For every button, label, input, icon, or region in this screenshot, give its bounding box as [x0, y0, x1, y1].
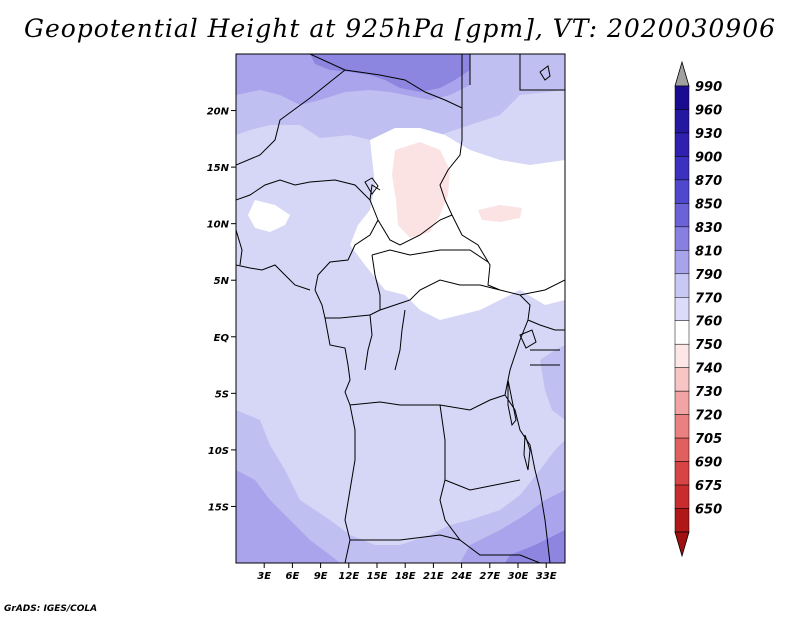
- footer-credit: GrADS: IGES/COLA: [4, 604, 98, 614]
- colorbar-label: 690: [695, 456, 722, 471]
- lake-red-sea: [539, 65, 551, 81]
- colorbar-label: 760: [695, 315, 722, 330]
- lon-tick-label: 15E: [367, 571, 388, 582]
- lat-tick-label: 5S: [215, 389, 229, 400]
- lat-tick-label: 20N: [207, 107, 230, 118]
- colorbar-swatch: [674, 250, 690, 275]
- colorbar-label: 675: [695, 479, 722, 494]
- colorbar-label: 900: [695, 150, 722, 165]
- colorbar-swatch: [674, 297, 690, 321]
- colorbar-over-triangle: [674, 60, 690, 87]
- colorbar: 990 960 930 900 870 850 830 810 790 770 760 750 740 7…: [674, 60, 722, 558]
- lon-tick-label: 27E: [479, 571, 500, 582]
- lon-tick-label: 9E: [314, 571, 328, 582]
- lat-tick-label: EQ: [214, 333, 230, 344]
- lat-tick-label: 15N: [207, 163, 230, 174]
- colorbar-label: 720: [695, 409, 722, 424]
- colorbar-label: 770: [695, 291, 722, 306]
- lake-malawi: [523, 434, 531, 471]
- colorbar-label: 730: [695, 385, 722, 400]
- borders: [236, 54, 565, 563]
- lon-tick-label: 12E: [338, 571, 359, 582]
- lat-tick-label: 10N: [207, 220, 230, 231]
- colorbar-swatch: [674, 414, 690, 439]
- colorbar-swatch: [674, 109, 690, 134]
- colorbar-swatch: [674, 484, 690, 509]
- lake-tanganyika: [507, 379, 517, 427]
- colorbar-swatch: [674, 367, 690, 392]
- contour-fields: [236, 54, 565, 563]
- colorbar-under-triangle: [674, 531, 690, 558]
- colorbar-label: 960: [695, 103, 722, 118]
- lon-tick-label: 30E: [508, 571, 529, 582]
- lon-tick-label: 3E: [257, 571, 271, 582]
- plot-frame: [235, 53, 566, 564]
- lat-tick-label: 5N: [214, 276, 230, 287]
- border-lines: [236, 54, 565, 563]
- colorbar-label: 990: [695, 80, 722, 95]
- colorbar-label: 650: [695, 503, 722, 518]
- lat-tick-label: 15S: [208, 502, 229, 513]
- colorbar-label: 850: [695, 197, 722, 212]
- colorbar-label: 705: [695, 432, 722, 447]
- field-south-medium: [236, 470, 340, 563]
- field-white-west: [248, 200, 290, 232]
- latitude-ticks: 20N 15N 10N 5N EQ 5S 10S 15S: [207, 107, 236, 513]
- map-title: Geopotential Height at 925hPa [gpm], VT:…: [23, 14, 777, 43]
- lake-chad: [364, 177, 379, 195]
- colorbar-swatch: [674, 437, 690, 462]
- lon-tick-label: 33E: [536, 571, 557, 582]
- colorbar-swatch: [674, 156, 690, 181]
- field-pink-north: [392, 142, 450, 238]
- longitude-ticks: 3E 6E 9E 12E 15E 18E 21E 24E 27E 30E 33E: [257, 563, 557, 582]
- colorbar-label: 750: [695, 338, 722, 353]
- colorbar-swatch: [674, 85, 690, 110]
- colorbar-label: 790: [695, 268, 722, 283]
- colorbar-label: 810: [695, 244, 722, 259]
- field-east-medium: [540, 345, 565, 420]
- colorbar-label: 930: [695, 127, 722, 142]
- lon-tick-label: 6E: [286, 571, 300, 582]
- colorbar-swatch: [674, 508, 690, 533]
- colorbar-swatch: [674, 226, 690, 251]
- colorbar-label: 740: [695, 362, 722, 377]
- lat-tick-label: 10S: [208, 446, 229, 457]
- lon-tick-label: 18E: [395, 571, 416, 582]
- field-south-light: [236, 410, 565, 563]
- colorbar-swatch: [674, 390, 690, 415]
- field-north-deep: [310, 54, 470, 92]
- colorbar-swatch: [674, 461, 690, 486]
- colorbar-swatch: [674, 343, 690, 368]
- lon-tick-label: 21E: [423, 571, 444, 582]
- colorbar-swatch: [674, 179, 690, 204]
- colorbar-swatch: [674, 320, 690, 345]
- lake-victoria: [519, 329, 537, 349]
- colorbar-swatch: [674, 132, 690, 157]
- field-pink-east: [478, 205, 522, 222]
- colorbar-swatch: [674, 273, 690, 298]
- colorbar-label: 870: [695, 174, 722, 189]
- colorbar-label: 830: [695, 221, 722, 236]
- colorbar-swatch: [674, 203, 690, 228]
- lon-tick-label: 24E: [451, 571, 472, 582]
